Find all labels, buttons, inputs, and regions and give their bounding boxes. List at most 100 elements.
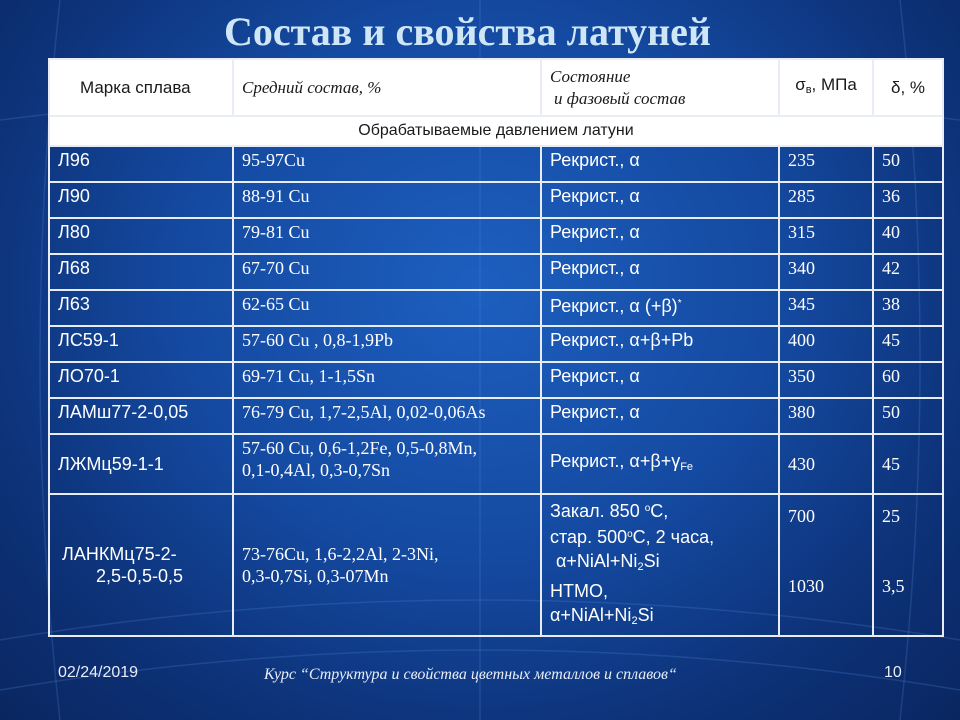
sigma-value: 700 bbox=[788, 506, 815, 526]
table-row: ЛАМш77-2-0,05 76-79 Cu, 1,7-2,5Al, 0,02-… bbox=[48, 397, 944, 435]
section-row: Обрабатываемые давлением латуни bbox=[48, 115, 944, 147]
state-subscript: Fe bbox=[680, 461, 694, 473]
sigma-cell: 700 1030 bbox=[778, 493, 874, 637]
state-text: α+NiAl+Ni bbox=[550, 605, 632, 625]
state-text: α+NiAl+Ni bbox=[556, 551, 638, 571]
delta-cell: 42 bbox=[872, 253, 944, 291]
sigma-cell: 430 bbox=[778, 433, 874, 495]
state-cell: Рекрист., α bbox=[540, 145, 780, 183]
composition-cell: 62-65 Cu bbox=[232, 289, 542, 327]
state-line: α+NiAl+Ni2Si bbox=[550, 549, 770, 579]
brass-table: Марка сплава Средний состав, % Состояние… bbox=[48, 58, 944, 637]
grade-line: ЛАНКМц75-2- bbox=[62, 544, 177, 564]
grade-cell: Л68 bbox=[48, 253, 234, 291]
sigma-cell: 235 bbox=[778, 145, 874, 183]
composition-cell: 69-71 Cu, 1-1,5Sn bbox=[232, 361, 542, 399]
table-row: ЛС59-1 57-60 Cu , 0,8-1,9Pb Рекрист., α+… bbox=[48, 325, 944, 363]
state-cell: Рекрист., α+β+Pb bbox=[540, 325, 780, 363]
table-row: ЛО70-1 69-71 Cu, 1-1,5Sn Рекрист., α 350… bbox=[48, 361, 944, 399]
table-row: ЛАНКМц75-2- 2,5-0,5-0,5 73-76Cu, 1,6-2,2… bbox=[48, 493, 944, 637]
composition-cell: 95-97Cu bbox=[232, 145, 542, 183]
state-cell: Закал. 850 оС, стар. 500оС, 2 часа, α+Ni… bbox=[540, 493, 780, 637]
sigma-cell: 315 bbox=[778, 217, 874, 255]
composition-cell: 57-60 Cu, 0,6-1,2Fe, 0,5-0,8Mn, 0,1-0,4A… bbox=[232, 433, 542, 495]
state-text: Si bbox=[643, 551, 660, 571]
footer-date: 02/24/2019 bbox=[58, 664, 139, 681]
sigma-cell: 340 bbox=[778, 253, 874, 291]
table-header-row: Марка сплава Средний состав, % Состояние… bbox=[48, 58, 944, 117]
table-row: Л96 95-97Cu Рекрист., α 235 50 bbox=[48, 145, 944, 183]
sigma-cell: 400 bbox=[778, 325, 874, 363]
header-sigma: σв, МПа bbox=[778, 58, 874, 117]
composition-line: 73-76Cu, 1,6-2,2Al, 2-3Ni, bbox=[242, 544, 439, 564]
sigma-cell: 350 bbox=[778, 361, 874, 399]
state-cell: Рекрист., α bbox=[540, 217, 780, 255]
state-line: стар. 500оС, 2 часа, bbox=[550, 523, 770, 549]
delta-cell: 50 bbox=[872, 145, 944, 183]
grade-cell: ЛЖМц59-1-1 bbox=[48, 433, 234, 495]
page-title: Состав и свойства латуней bbox=[224, 9, 711, 54]
section-title: Обрабатываемые давлением латуни bbox=[48, 115, 944, 147]
grade-cell: ЛС59-1 bbox=[48, 325, 234, 363]
header-sigma-sub: в bbox=[805, 84, 812, 96]
state-text: Закал. 850 bbox=[550, 501, 645, 521]
table-row: Л90 88-91 Cu Рекрист., α 285 36 bbox=[48, 181, 944, 219]
delta-cell: 50 bbox=[872, 397, 944, 435]
header-sigma-unit: , МПа bbox=[811, 75, 857, 94]
composition-cell: 67-70 Cu bbox=[232, 253, 542, 291]
grade-cell: Л90 bbox=[48, 181, 234, 219]
delta-cell: 25 3,5 bbox=[872, 493, 944, 637]
header-state: Состояние и фазовый состав bbox=[540, 58, 780, 117]
composition-line: 0,1-0,4Al, 0,3-0,7Sn bbox=[242, 460, 390, 480]
composition-cell: 88-91 Cu bbox=[232, 181, 542, 219]
state-text: С, bbox=[650, 501, 669, 521]
header-state-line1: Состояние bbox=[550, 66, 631, 86]
state-text: стар. 500 bbox=[550, 527, 628, 547]
state-line: НТМО, bbox=[550, 581, 608, 601]
composition-cell: 73-76Cu, 1,6-2,2Al, 2-3Ni, 0,3-0,7Si, 0,… bbox=[232, 493, 542, 637]
delta-cell: 38 bbox=[872, 289, 944, 327]
grade-cell: ЛО70-1 bbox=[48, 361, 234, 399]
page-number: 10 bbox=[884, 664, 902, 681]
composition-cell: 57-60 Cu , 0,8-1,9Pb bbox=[232, 325, 542, 363]
header-composition: Средний состав, % bbox=[232, 58, 542, 117]
state-line: Закал. 850 оС, bbox=[550, 497, 770, 523]
state-text: Si bbox=[637, 605, 654, 625]
table-row: Л80 79-81 Cu Рекрист., α 315 40 bbox=[48, 217, 944, 255]
delta-cell: 45 bbox=[872, 433, 944, 495]
grade-line: 2,5-0,5-0,5 bbox=[96, 566, 184, 586]
degree-mark: о bbox=[644, 503, 651, 514]
sigma-cell: 345 bbox=[778, 289, 874, 327]
composition-cell: 79-81 Cu bbox=[232, 217, 542, 255]
delta-cell: 60 bbox=[872, 361, 944, 399]
table-row: Л68 67-70 Cu Рекрист., α 340 42 bbox=[48, 253, 944, 291]
state-text: С, 2 часа, bbox=[632, 527, 715, 547]
grade-cell: ЛАНКМц75-2- 2,5-0,5-0,5 bbox=[48, 493, 234, 637]
state-cell: Рекрист., α bbox=[540, 361, 780, 399]
composition-cell: 76-79 Cu, 1,7-2,5Al, 0,02-0,06As bbox=[232, 397, 542, 435]
state-subscript: 2 bbox=[637, 561, 644, 573]
footer-course: Курс “Структура и свойства цветных метал… bbox=[264, 666, 677, 683]
state-subscript: 2 bbox=[631, 615, 638, 627]
state-cell: Рекрист., α bbox=[540, 181, 780, 219]
state-text: Рекрист., α+β+γ bbox=[550, 451, 681, 471]
state-line: α+NiAl+Ni2Si bbox=[550, 603, 770, 633]
header-state-line2: и фазовый состав bbox=[554, 88, 686, 108]
sigma-cell: 380 bbox=[778, 397, 874, 435]
delta-cell: 40 bbox=[872, 217, 944, 255]
degree-mark: о bbox=[627, 529, 633, 540]
grade-cell: Л63 bbox=[48, 289, 234, 327]
table-row: Л63 62-65 Cu Рекрист., α (+β)* 345 38 bbox=[48, 289, 944, 327]
state-cell: Рекрист., α (+β)* bbox=[540, 289, 780, 327]
delta-value: 3,5 bbox=[882, 576, 905, 596]
sigma-value: 1030 bbox=[788, 576, 824, 596]
delta-value: 25 bbox=[882, 506, 900, 526]
state-cell: Рекрист., α bbox=[540, 253, 780, 291]
state-cell: Рекрист., α bbox=[540, 397, 780, 435]
grade-cell: Л96 bbox=[48, 145, 234, 183]
state-text: Рекрист., α (+β) bbox=[550, 296, 678, 316]
footnote-mark: * bbox=[677, 298, 682, 309]
table-row: ЛЖМц59-1-1 57-60 Cu, 0,6-1,2Fe, 0,5-0,8M… bbox=[48, 433, 944, 495]
header-sigma-symbol: σ bbox=[795, 75, 806, 94]
header-grade: Марка сплава bbox=[48, 58, 234, 117]
